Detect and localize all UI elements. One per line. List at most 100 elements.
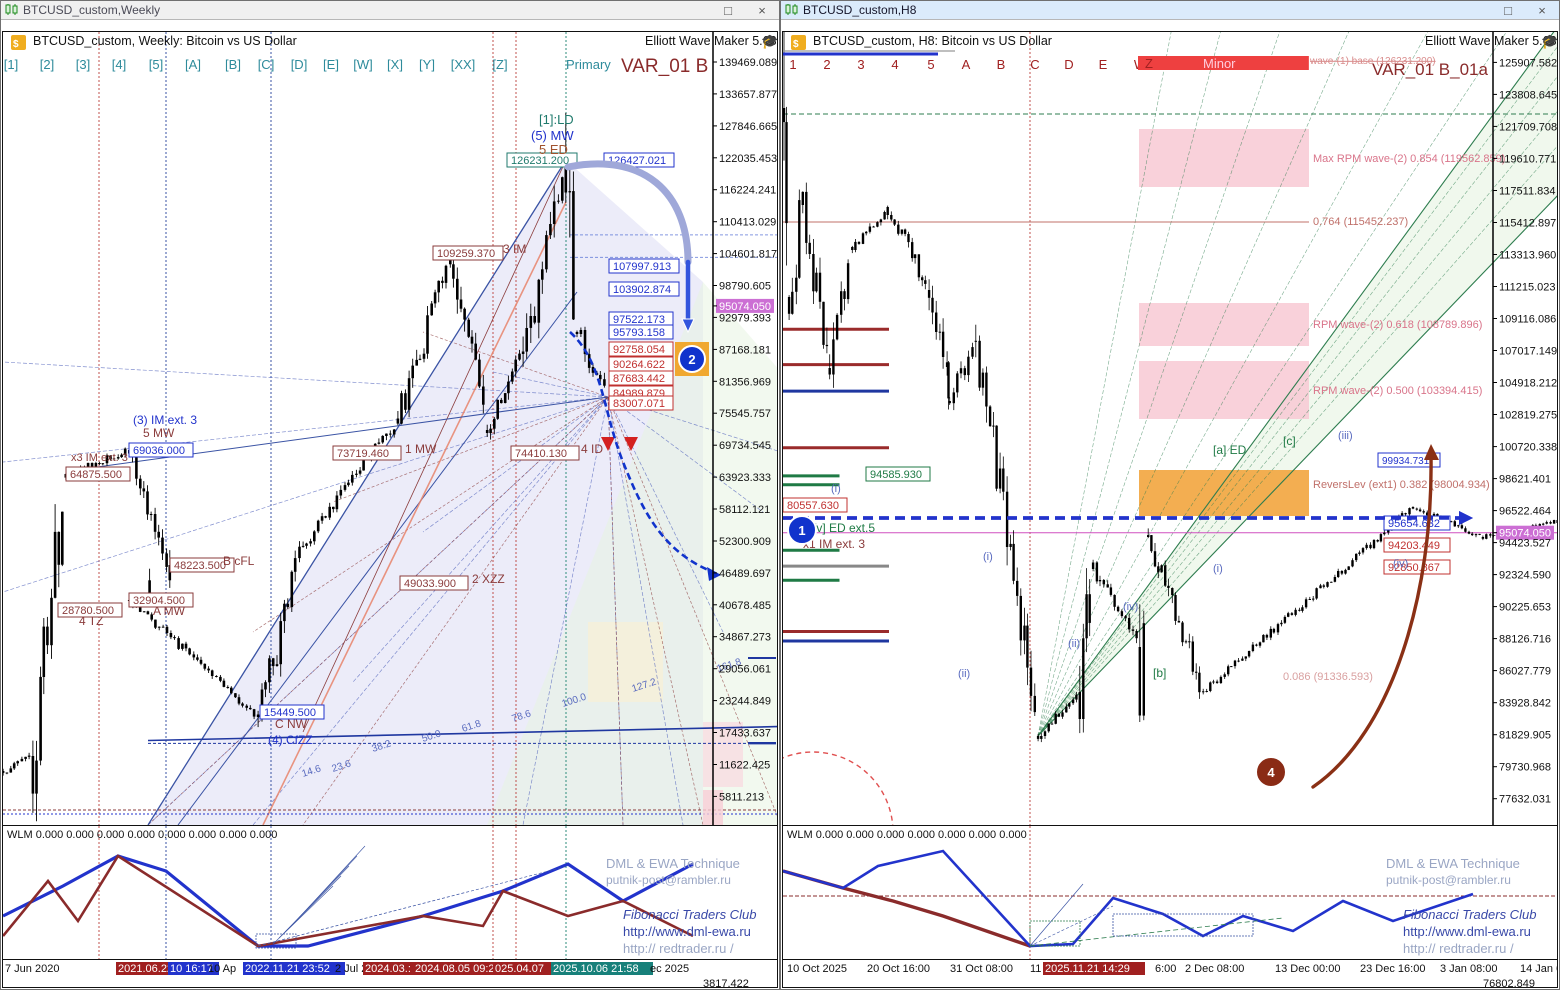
svg-text:94423.527: 94423.527 — [1499, 538, 1551, 550]
svg-text:83007.071: 83007.071 — [613, 398, 665, 410]
svg-text:104601.817: 104601.817 — [719, 249, 777, 261]
svg-text:Primary: Primary — [566, 57, 611, 72]
svg-text:104918.212: 104918.212 — [1499, 378, 1557, 390]
svg-text:119610.771: 119610.771 — [1499, 153, 1556, 165]
svg-text:95793.158: 95793.158 — [613, 327, 665, 339]
svg-text:(iv): (iv) — [1393, 558, 1408, 570]
svg-text:107017.149: 107017.149 — [1499, 346, 1557, 358]
svg-text:139469.089: 139469.089 — [719, 57, 777, 69]
svg-text:113313.960: 113313.960 — [1499, 250, 1556, 262]
svg-text:(ii): (ii) — [958, 668, 970, 680]
svg-text:10 Oct 2025: 10 Oct 2025 — [787, 963, 847, 975]
svg-text:[C]: [C] — [258, 57, 275, 72]
svg-text:3: 3 — [857, 57, 864, 72]
svg-text:x3 IM ext. 3: x3 IM ext. 3 — [71, 452, 128, 464]
svg-text:WLM 0.000 0.000 0.000 0.000 0.: WLM 0.000 0.000 0.000 0.000 0.000 0.000 … — [7, 829, 277, 841]
svg-text:23 Dec 16:00: 23 Dec 16:00 — [1360, 963, 1425, 975]
svg-text:025.04.07: 025.04.07 — [495, 963, 544, 975]
svg-text:[D]: [D] — [291, 57, 308, 72]
svg-text:[b]: [b] — [1153, 666, 1166, 680]
svg-text:88126.716: 88126.716 — [1499, 634, 1551, 646]
svg-text:http://www.dml-ewa.ru: http://www.dml-ewa.ru — [1403, 924, 1531, 939]
svg-text:3 IM: 3 IM — [503, 242, 526, 256]
svg-text:5 MW: 5 MW — [143, 426, 175, 440]
svg-text:putnik-post@rambler.ru: putnik-post@rambler.ru — [1386, 873, 1511, 887]
svg-text:putnik-post@rambler.ru: putnik-post@rambler.ru — [606, 873, 731, 887]
svg-text:87683.442: 87683.442 — [613, 373, 665, 385]
svg-text:80557.630: 80557.630 — [787, 500, 839, 512]
svg-text:64875.500: 64875.500 — [70, 469, 122, 481]
svg-text:125907.582: 125907.582 — [1499, 57, 1557, 69]
svg-text:73719.460: 73719.460 — [337, 448, 389, 460]
svg-text:92324.590: 92324.590 — [1499, 570, 1551, 582]
svg-text:2025.10.06 21:58: 2025.10.06 21:58 — [553, 963, 639, 975]
svg-text:95074.050: 95074.050 — [719, 301, 771, 313]
svg-text:121709.708: 121709.708 — [1499, 121, 1557, 133]
svg-text:2025.11.21 14:29: 2025.11.21 14:29 — [1045, 963, 1130, 975]
svg-text:(3) IM ext. 3: (3) IM ext. 3 — [133, 413, 197, 427]
svg-text:🎓: 🎓 — [761, 33, 777, 50]
svg-text:83928.842: 83928.842 — [1499, 698, 1551, 710]
svg-text:109116.086: 109116.086 — [1499, 314, 1556, 326]
svg-text:52300.909: 52300.909 — [719, 536, 771, 548]
svg-text:[B]: [B] — [225, 57, 241, 72]
svg-text:10 Ap: 10 Ap — [208, 963, 236, 975]
svg-text:Elliott Wave Maker 5.63: Elliott Wave Maker 5.63 — [1425, 34, 1557, 48]
svg-text:92979.393: 92979.393 — [719, 312, 771, 324]
svg-text:VAR_01 B: VAR_01 B — [621, 56, 708, 77]
svg-text:C NW: C NW — [275, 717, 308, 731]
svg-text:B cFL: B cFL — [223, 554, 255, 568]
svg-text:0.764 (115452.237): 0.764 (115452.237) — [1313, 216, 1408, 228]
svg-text:117511.834: 117511.834 — [1499, 186, 1555, 198]
svg-text:Elliott Wave Maker 5.63: Elliott Wave Maker 5.63 — [645, 34, 777, 48]
svg-text:109259.370: 109259.370 — [437, 248, 495, 260]
svg-text:81829.905: 81829.905 — [1499, 730, 1551, 742]
svg-text:69036.000: 69036.000 — [133, 445, 185, 457]
svg-text:RPM wave-(2) 0.618 (108789.896: RPM wave-(2) 0.618 (108789.896) — [1313, 319, 1482, 331]
svg-text:5811.213: 5811.213 — [719, 791, 764, 803]
svg-text:99934.731: 99934.731 — [1382, 456, 1430, 467]
svg-text:74410.130: 74410.130 — [515, 448, 567, 460]
svg-text:97522.173: 97522.173 — [613, 314, 665, 326]
svg-text:10 16:17: 10 16:17 — [170, 963, 213, 975]
svg-text:$: $ — [13, 39, 19, 50]
svg-text:34867.273: 34867.273 — [719, 632, 771, 644]
svg-text:1: 1 — [789, 57, 796, 72]
svg-text:[c]: [c] — [1283, 434, 1296, 448]
svg-text:110413.029: 110413.029 — [719, 217, 776, 229]
svg-text:5 ED: 5 ED — [539, 142, 568, 157]
svg-text:Max RPM wave-(2) 0.854 (119562: Max RPM wave-(2) 0.854 (119562.859) — [1313, 153, 1505, 165]
svg-text:0.086 (91336.593): 0.086 (91336.593) — [1283, 671, 1373, 683]
svg-text:7 Jun 2020: 7 Jun 2020 — [5, 963, 59, 975]
svg-text:111215.023: 111215.023 — [1499, 282, 1555, 294]
svg-text:2024.08.05 09:24: 2024.08.05 09:24 — [415, 963, 501, 975]
svg-text:90225.653: 90225.653 — [1499, 602, 1551, 614]
svg-text:100720.338: 100720.338 — [1499, 442, 1557, 454]
svg-text:96522.464: 96522.464 — [1499, 506, 1551, 518]
svg-text:116224.241: 116224.241 — [719, 185, 776, 197]
svg-text:48223.500: 48223.500 — [174, 560, 226, 572]
svg-text:40678.485: 40678.485 — [719, 600, 771, 612]
svg-text:BTCUSD_custom, H8: Bitcoin vs: BTCUSD_custom, H8: Bitcoin vs US Dollar — [813, 34, 1052, 48]
svg-text:[X]: [X] — [387, 57, 403, 72]
svg-text:133657.877: 133657.877 — [719, 89, 777, 101]
svg-text:[1]: [1] — [4, 57, 18, 72]
svg-text:122035.453: 122035.453 — [719, 153, 777, 165]
svg-text:[v] ED ext.5: [v] ED ext.5 — [813, 521, 875, 535]
svg-text:92758.054: 92758.054 — [613, 344, 665, 356]
svg-text:(iv): (iv) — [1123, 601, 1138, 613]
svg-text:[XX]: [XX] — [451, 57, 476, 72]
svg-text:77632.031: 77632.031 — [1499, 794, 1551, 806]
svg-text:B: B — [997, 57, 1006, 72]
svg-text:3 Jan 08:00: 3 Jan 08:00 — [1440, 963, 1498, 975]
svg-text:(4) CfZZ: (4) CfZZ — [268, 733, 313, 747]
svg-text:[E]: [E] — [323, 57, 339, 72]
svg-text:2022.11.21 23:52: 2022.11.21 23:52 — [245, 963, 330, 975]
svg-text:$: $ — [793, 39, 799, 50]
svg-text:69734.545: 69734.545 — [719, 440, 771, 452]
svg-text:(i): (i) — [983, 551, 993, 563]
svg-text:102819.275: 102819.275 — [1499, 410, 1557, 422]
svg-text:75545.757: 75545.757 — [719, 408, 771, 420]
svg-text:http:// redtrader.ru /: http:// redtrader.ru / — [623, 941, 734, 956]
svg-text:4 TZ: 4 TZ — [79, 614, 103, 628]
